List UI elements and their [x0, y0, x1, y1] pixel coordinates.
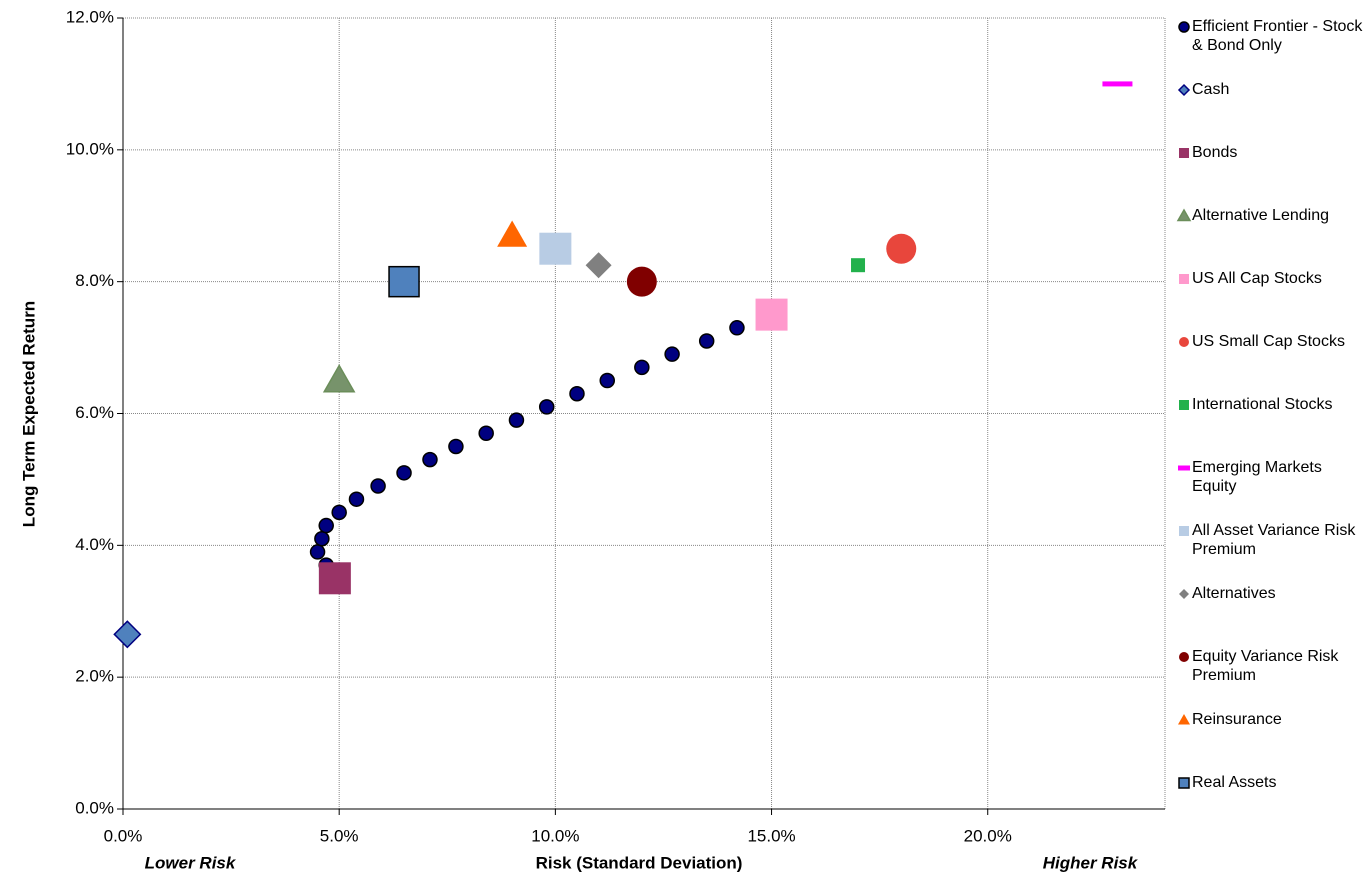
data-point [478, 425, 494, 442]
legend-marker [1179, 148, 1189, 158]
legend-marker [1179, 652, 1189, 662]
legend-marker [1179, 589, 1189, 599]
data-point [497, 220, 528, 247]
data-point [538, 399, 555, 415]
legend-marker [1176, 208, 1192, 222]
y-tick-label: 6.0% [75, 403, 114, 422]
legend-label: International Stocks [1192, 396, 1333, 413]
x-tick-label: 5.0% [320, 826, 359, 845]
data-point [318, 562, 351, 595]
y-tick-label: 8.0% [75, 271, 114, 290]
data-point [626, 266, 657, 297]
data-point [331, 504, 347, 521]
data-point [388, 265, 420, 298]
data-point [1102, 81, 1133, 87]
legend-marker [1178, 714, 1190, 725]
legend-label: Equity Variance Risk Premium [1192, 648, 1339, 684]
legend-label: US All Cap Stocks [1192, 270, 1322, 287]
y-tick-label: 2.0% [75, 667, 114, 686]
y-tick-label: 10.0% [66, 139, 114, 158]
legend-marker [1177, 83, 1191, 97]
y-tick-label: 0.0% [75, 798, 114, 817]
annotation: Lower Risk [145, 853, 237, 872]
legend-marker [1179, 337, 1189, 347]
x-tick-label: 0.0% [104, 826, 143, 845]
legend-label: Efficient Frontier - Stock & Bond Only [1192, 18, 1363, 54]
data-point [569, 385, 585, 402]
data-point [585, 252, 612, 279]
legend-marker [1179, 526, 1189, 536]
annotation: Higher Risk [1043, 853, 1139, 872]
data-point [318, 517, 334, 534]
data-point [348, 491, 365, 507]
data-point [729, 320, 745, 336]
legend-label: Alternatives [1192, 585, 1276, 602]
data-point [396, 465, 412, 481]
x-tick-label: 10.0% [531, 826, 579, 845]
y-tick-label: 4.0% [75, 535, 114, 554]
y-tick-label: 12.0% [66, 7, 114, 26]
y-axis-label: Long Term Expected Return [19, 301, 38, 527]
x-tick-label: 15.0% [747, 826, 795, 845]
legend-label: Reinsurance [1192, 711, 1282, 728]
data-point [370, 478, 386, 494]
legend-label: Cash [1192, 81, 1230, 98]
data-point [322, 364, 356, 393]
data-point [634, 359, 650, 376]
data-point [886, 233, 917, 264]
x-tick-label: 20.0% [964, 826, 1012, 845]
data-point [113, 620, 142, 649]
legend-marker [1179, 400, 1189, 410]
data-point [422, 451, 438, 468]
data-point [508, 412, 525, 428]
legend-marker [1178, 465, 1190, 471]
data-point [664, 346, 680, 362]
legend-marker [1179, 274, 1189, 284]
legend-marker [1178, 21, 1190, 33]
x-axis-label: Risk (Standard Deviation) [536, 853, 743, 872]
legend-label: Real Assets [1192, 774, 1277, 791]
legend-label: Alternative Lending [1192, 207, 1329, 224]
legend-marker [1178, 777, 1190, 789]
data-point [448, 438, 464, 455]
legend-label: All Asset Variance Risk Premium [1192, 522, 1356, 558]
data-point [755, 298, 788, 331]
data-point [309, 544, 326, 560]
data-point [851, 258, 866, 273]
legend-label: Bonds [1192, 144, 1238, 161]
legend-label: US Small Cap Stocks [1192, 333, 1345, 350]
data-point [698, 333, 715, 349]
data-point [314, 530, 330, 547]
data-point [599, 372, 615, 389]
legend-label: Emerging Markets Equity [1192, 459, 1322, 495]
data-point [539, 232, 572, 265]
